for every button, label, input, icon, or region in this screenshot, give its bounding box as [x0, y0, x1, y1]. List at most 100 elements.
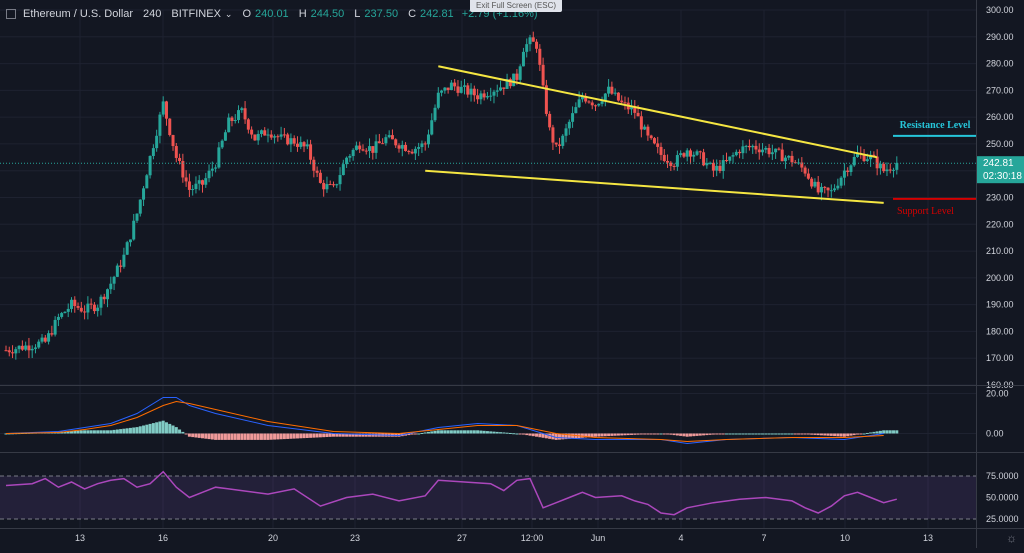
macd-histogram-bar: [282, 433, 286, 440]
y-tick-label: 270.00: [986, 85, 1014, 95]
y-tick-label: 230.00: [986, 193, 1014, 203]
macd-histogram-bar: [698, 433, 702, 436]
candle: [708, 162, 712, 164]
candle: [217, 147, 221, 168]
macd-histogram-bar: [895, 430, 899, 434]
macd-histogram-bar: [142, 425, 146, 434]
x-tick-label: 27: [457, 533, 467, 543]
macd-histogram-bar: [135, 427, 139, 434]
exit-fullscreen-button[interactable]: Exit Full Screen (ESC): [470, 0, 562, 12]
candle: [96, 307, 100, 312]
macd-histogram-bar: [138, 426, 142, 434]
macd-histogram-bar: [345, 433, 349, 437]
candle: [73, 299, 77, 307]
candle: [394, 139, 398, 146]
macd-histogram-bar: [705, 433, 709, 436]
macd-histogram-bar: [92, 430, 96, 434]
candle: [256, 133, 260, 141]
macd-histogram-bar: [865, 432, 869, 434]
macd-histogram-bar: [620, 433, 624, 436]
macd-histogram-bar: [128, 427, 132, 434]
candle: [672, 165, 676, 167]
candle: [263, 130, 267, 136]
candle: [675, 155, 679, 167]
collapse-icon[interactable]: [6, 9, 16, 19]
candle: [882, 163, 886, 172]
interval-label[interactable]: 240: [143, 8, 162, 20]
symbol-name[interactable]: Ethereum / U.S. Dollar: [23, 8, 134, 20]
candle: [639, 116, 643, 130]
macd-histogram-bar: [767, 433, 771, 435]
macd-histogram-bar: [833, 433, 837, 437]
rsi-line: [5, 470, 897, 516]
macd-histogram-bar: [83, 430, 87, 434]
open-value: 240.01: [255, 8, 289, 20]
macd-histogram-bar: [351, 433, 355, 437]
macd-histogram-bar: [446, 430, 450, 434]
macd-histogram-bar: [892, 430, 896, 434]
candle: [148, 155, 152, 176]
x-tick-label: 4: [678, 533, 683, 543]
macd-histogram-bar: [783, 433, 787, 435]
candle: [53, 319, 57, 335]
exchange-label[interactable]: BITFINEX: [171, 8, 221, 20]
chevron-down-icon[interactable]: ⌄: [224, 8, 233, 19]
candle: [286, 134, 290, 145]
macd-histogram-bar: [295, 433, 299, 439]
gear-icon[interactable]: ☼: [1006, 531, 1017, 545]
candle: [174, 146, 178, 158]
macd-histogram-bar: [76, 430, 80, 434]
macd-histogram-bar: [695, 433, 699, 436]
macd-histogram-bar: [502, 432, 506, 434]
close-key: C: [408, 8, 417, 20]
macd-histogram-bar: [675, 433, 679, 436]
macd-histogram-bar: [201, 433, 204, 439]
macd-histogram-bar: [273, 433, 277, 440]
candle: [47, 333, 51, 342]
macd-histogram-bar: [99, 430, 103, 434]
macd-histogram-bar: [70, 431, 73, 434]
candle: [390, 135, 394, 140]
macd-histogram-bar: [361, 433, 365, 437]
candle: [754, 145, 758, 150]
macd-histogram-bar: [276, 433, 280, 440]
candle: [243, 108, 247, 120]
macd-histogram-bar: [453, 430, 457, 434]
candle: [472, 88, 476, 96]
candle: [512, 73, 516, 87]
candle: [387, 135, 391, 138]
candle: [207, 170, 211, 179]
candle: [191, 189, 195, 191]
candle: [338, 175, 342, 185]
macd-histogram-bar: [233, 433, 237, 440]
macd-histogram-bar: [309, 433, 313, 438]
macd-histogram-bar: [197, 433, 201, 438]
candle: [40, 337, 44, 342]
high-key: H: [298, 8, 307, 20]
macd-histogram-bar: [882, 430, 886, 434]
macd-histogram-bar: [335, 433, 339, 437]
candle: [171, 135, 175, 147]
candle: [220, 140, 224, 148]
candle: [715, 165, 719, 171]
candle: [325, 184, 329, 190]
candle: [521, 51, 525, 67]
candle: [741, 146, 745, 154]
candle: [466, 85, 470, 95]
macd-histogram-bar: [289, 433, 293, 439]
macd-histogram-bar: [145, 424, 149, 434]
macd-histogram-bar: [358, 433, 362, 437]
macd-histogram-bar: [646, 433, 650, 435]
macd-histogram-bar: [708, 433, 712, 435]
candle: [312, 159, 316, 171]
candle: [495, 90, 499, 92]
candle: [155, 135, 159, 149]
macd-histogram-bar: [643, 433, 647, 435]
macd-histogram-bar: [420, 432, 424, 434]
candle: [554, 142, 558, 145]
candle: [318, 172, 322, 183]
candle: [515, 73, 519, 80]
candle: [142, 188, 146, 200]
macd-histogram-bar: [885, 430, 889, 434]
